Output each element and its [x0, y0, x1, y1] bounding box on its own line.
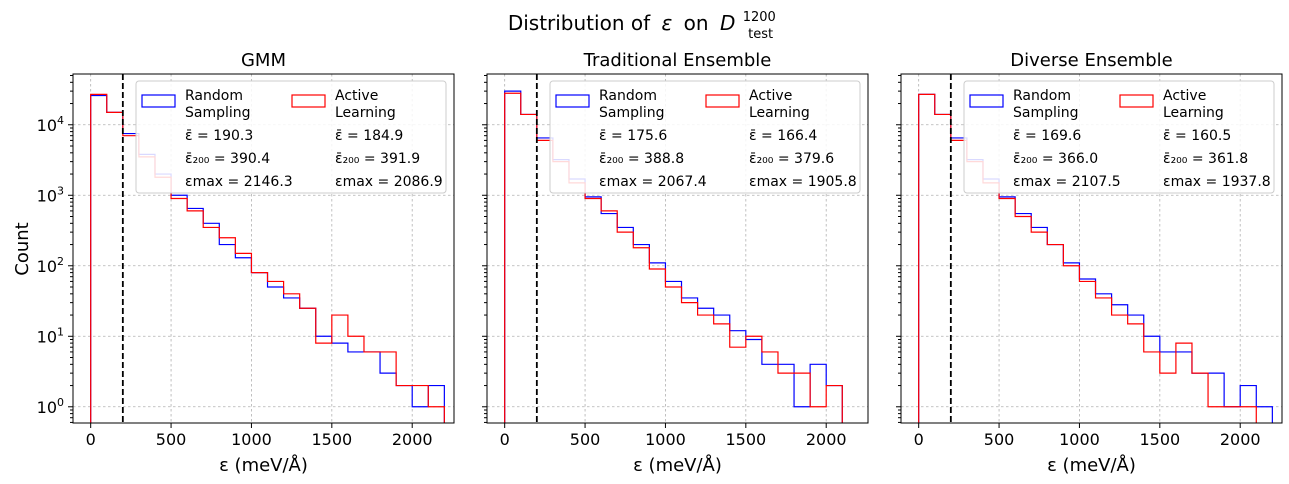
x-tick-label: 1000 [231, 430, 272, 449]
legend-random-sampling-stat-max: εmax = 2067.4 [599, 174, 707, 190]
y-tick-label: 102 [37, 255, 64, 276]
figure-title: Distribution of ε on D 1200 test [508, 2, 782, 42]
legend-active-learning-swatch [705, 94, 740, 108]
y-tick-base: 10 [37, 116, 57, 135]
legend-active-learning-stat-mean: ε̄ = 166.4 [749, 128, 817, 144]
x-tick-label: 2000 [392, 430, 433, 449]
axes-frame [72, 73, 455, 424]
legend-active-learning-stat-mean200: ε̄₂₀₀ = 361.8 [1163, 151, 1248, 167]
legend-active-learning-stat-mean200: ε̄₂₀₀ = 379.6 [749, 151, 834, 167]
legend-random-sampling-label: Random Sampling [185, 88, 251, 121]
panel-title: GMM [241, 50, 286, 71]
legend-random-sampling-label-line2: Sampling [185, 105, 251, 121]
legend-random-sampling-stat-max: εmax = 2107.5 [1013, 174, 1121, 190]
x-tick-label: 1000 [1059, 430, 1100, 449]
legend-active-learning-stat-max: εmax = 2086.9 [335, 174, 443, 190]
legend-active-learning-stat-mean200: ε̄₂₀₀ = 391.9 [335, 151, 420, 167]
legend-frame [135, 80, 447, 194]
legend: Random Sampling ε̄ = 175.6 ε̄₂₀₀ = 388.8 εma… [549, 80, 861, 194]
y-tick-exponent: 4 [57, 114, 64, 127]
y-tick-base: 10 [37, 398, 57, 417]
y-tick-label: 100 [37, 396, 64, 417]
legend-active-learning-stat-mean: ε̄ = 184.9 [335, 128, 403, 144]
x-axis-label: ε (meV/Å) [219, 454, 308, 476]
y-tick-base: 10 [37, 327, 57, 346]
legend-random-sampling-stat-mean: ε̄ = 190.3 [185, 128, 253, 144]
x-tick-label: 0 [500, 430, 510, 449]
x-tick-label: 0 [86, 430, 96, 449]
panel-title: Diverse Ensemble [1010, 50, 1172, 71]
x-axis-label: ε (meV/Å) [633, 454, 722, 476]
x-tick-label: 1500 [725, 430, 766, 449]
x-tick-label: 500 [984, 430, 1015, 449]
legend-frame [963, 80, 1275, 194]
legend-active-learning-swatch [1119, 94, 1154, 108]
y-tick-label: 104 [37, 114, 64, 135]
y-tick-exponent: 1 [57, 325, 64, 338]
legend-random-sampling-swatch [141, 94, 176, 108]
x-tick-label: 1000 [645, 430, 686, 449]
x-tick-label: 500 [156, 430, 187, 449]
legend-random-sampling-label-line2: Sampling [599, 105, 665, 121]
legend-random-sampling-stat-mean: ε̄ = 175.6 [599, 128, 667, 144]
y-tick-exponent: 0 [57, 396, 64, 409]
legend-random-sampling-stat-mean200: ε̄₂₀₀ = 366.0 [1013, 151, 1098, 167]
legend: Random Sampling ε̄ = 169.6 ε̄₂₀₀ = 366.0 εma… [963, 80, 1275, 194]
legend-active-learning-label: Active Learning [335, 88, 396, 121]
legend-frame [549, 80, 861, 194]
y-tick-exponent: 2 [57, 255, 64, 268]
legend-random-sampling-label: Random Sampling [1013, 88, 1079, 121]
legend-random-sampling-stat-mean200: ε̄₂₀₀ = 390.4 [185, 151, 270, 167]
legend-random-sampling-label-line2: Sampling [1013, 105, 1079, 121]
legend-active-learning-swatch [291, 94, 326, 108]
legend-random-sampling-stat-max: εmax = 2146.3 [185, 174, 293, 190]
y-axis-label: Count [12, 222, 33, 275]
legend-active-learning-label-line2: Learning [335, 105, 396, 121]
legend-random-sampling-swatch [555, 94, 590, 108]
legend: Random Sampling ε̄ = 190.3 ε̄₂₀₀ = 390.4 εma… [135, 80, 447, 194]
panel-title: Traditional Ensemble [583, 50, 772, 71]
legend-random-sampling-swatch [969, 94, 1004, 108]
axes-frame [900, 73, 1283, 424]
x-tick-label: 2000 [806, 430, 847, 449]
y-tick-base: 10 [37, 257, 57, 276]
y-tick-label: 101 [37, 325, 64, 346]
legend-random-sampling-label: Random Sampling [599, 88, 665, 121]
legend-active-learning-stat-max: εmax = 1905.8 [749, 174, 857, 190]
legend-active-learning-label-line2: Learning [1163, 105, 1224, 121]
x-tick-label: 1500 [311, 430, 352, 449]
y-tick-base: 10 [37, 186, 57, 205]
axes-frame [486, 73, 869, 424]
x-tick-label: 1500 [1139, 430, 1180, 449]
x-tick-label: 0 [914, 430, 924, 449]
x-tick-label: 2000 [1220, 430, 1261, 449]
x-axis-label: ε (meV/Å) [1047, 454, 1136, 476]
legend-active-learning-stat-max: εmax = 1937.8 [1163, 174, 1271, 190]
legend-active-learning-stat-mean: ε̄ = 160.5 [1163, 128, 1231, 144]
x-tick-label: 500 [570, 430, 601, 449]
panel-diverse-ensemble: 0 500 1000 1500 2000 Diverse Ensemble ε (meV/Å… [896, 50, 1283, 476]
y-tick-exponent: 3 [57, 184, 64, 197]
legend-random-sampling-stat-mean200: ε̄₂₀₀ = 388.8 [599, 151, 684, 167]
legend-random-sampling-stat-mean: ε̄ = 169.6 [1013, 128, 1081, 144]
legend-active-learning-label-line2: Learning [749, 105, 810, 121]
panel-traditional-ensemble: 0 500 1000 1500 2000 Traditional Ensemble ε (m… [482, 50, 869, 476]
y-tick-label: 103 [37, 184, 64, 205]
